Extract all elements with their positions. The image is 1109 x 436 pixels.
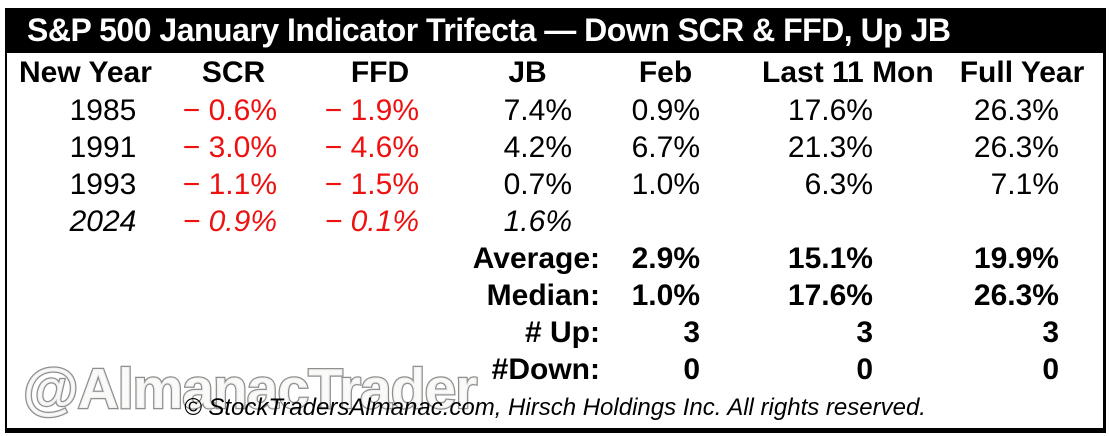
copyright-footer: © StockTradersAlmanac.com, Hirsch Holdin… bbox=[184, 394, 926, 421]
cell-year: 1985 bbox=[69, 94, 137, 127]
cell-full-year: 26.3% bbox=[973, 94, 1059, 127]
cell-year: 2024 bbox=[69, 205, 137, 238]
cell-full-year: 0 bbox=[1042, 353, 1059, 386]
cell-jb: 0.7% bbox=[503, 168, 572, 201]
col-header-feb: Feb bbox=[638, 56, 693, 89]
cell-year: 1991 bbox=[69, 131, 137, 164]
cell-jb: 1.6% bbox=[503, 205, 572, 238]
cell-last-11-mon: 15.1% bbox=[787, 242, 873, 275]
cell-full-year: 19.9% bbox=[973, 242, 1059, 275]
cell-ffd: − 1.9% bbox=[324, 94, 419, 127]
summary-label-median: Median: bbox=[486, 279, 600, 312]
cell-last-11-mon: 17.6% bbox=[787, 94, 873, 127]
col-header-new-year: New Year bbox=[19, 56, 152, 89]
row-1993: 1993 − 1.1% − 1.5% 0.7% 1.0% 6.3% 7.1% bbox=[9, 166, 1097, 203]
col-header-last-11-mon: Last 11 Mon bbox=[762, 56, 934, 89]
col-header-ffd: FFD bbox=[350, 56, 410, 89]
row-1991: 1991 − 3.0% − 4.6% 4.2% 6.7% 21.3% 26.3% bbox=[9, 129, 1097, 166]
summary-label-num-down: #Down: bbox=[491, 353, 600, 386]
cell-year: 1993 bbox=[69, 168, 137, 201]
cell-full-year bbox=[907, 203, 1097, 240]
cell-last-11-mon bbox=[702, 203, 907, 240]
cell-feb: 0.9% bbox=[631, 94, 700, 127]
cell-ffd: − 4.6% bbox=[324, 131, 419, 164]
row-average: Average: 2.9% 15.1% 19.9% bbox=[9, 240, 1097, 277]
cell-feb: 2.9% bbox=[631, 242, 700, 275]
table-content: @AlmanacTrader New Year SCR FFD JB Feb L… bbox=[7, 54, 1103, 434]
col-header-scr: SCR bbox=[201, 56, 266, 89]
row-2024: 2024 − 0.9% − 0.1% 1.6% bbox=[9, 203, 1097, 240]
row-median: Median: 1.0% 17.6% 26.3% bbox=[9, 277, 1097, 314]
row-num-up: # Up: 3 3 3 bbox=[9, 314, 1097, 351]
cell-full-year: 26.3% bbox=[973, 131, 1059, 164]
summary-label-average: Average: bbox=[472, 242, 600, 275]
row-num-down: #Down: 0 0 0 bbox=[9, 351, 1097, 388]
cell-feb: 1.0% bbox=[631, 279, 700, 312]
cell-feb bbox=[574, 203, 702, 240]
cell-feb: 3 bbox=[683, 316, 700, 349]
table-frame: S&P 500 January Indicator Trifecta — Dow… bbox=[5, 8, 1106, 433]
cell-jb: 4.2% bbox=[503, 131, 572, 164]
cell-full-year: 7.1% bbox=[990, 168, 1059, 201]
row-1985: 1985 − 0.6% − 1.9% 7.4% 0.9% 17.6% 26.3% bbox=[9, 92, 1097, 129]
cell-last-11-mon: 21.3% bbox=[787, 131, 873, 164]
cell-last-11-mon: 6.3% bbox=[804, 168, 873, 201]
title-bar: S&P 500 January Indicator Trifecta — Dow… bbox=[7, 8, 1103, 53]
cell-full-year: 3 bbox=[1042, 316, 1059, 349]
page-title: S&P 500 January Indicator Trifecta — Dow… bbox=[27, 12, 951, 48]
cell-last-11-mon: 17.6% bbox=[787, 279, 873, 312]
cell-ffd: − 1.5% bbox=[324, 168, 419, 201]
cell-scr: − 0.9% bbox=[182, 205, 277, 238]
cell-last-11-mon: 0 bbox=[856, 353, 873, 386]
cell-scr: − 1.1% bbox=[182, 168, 277, 201]
cell-ffd: − 0.1% bbox=[324, 205, 419, 238]
cell-feb: 6.7% bbox=[631, 131, 700, 164]
trifecta-table: New Year SCR FFD JB Feb Last 11 Mon Full… bbox=[9, 54, 1097, 388]
cell-jb: 7.4% bbox=[503, 94, 572, 127]
col-header-jb: JB bbox=[508, 56, 547, 89]
cell-scr: − 0.6% bbox=[182, 94, 277, 127]
col-header-full-year: Full Year bbox=[959, 56, 1085, 89]
cell-full-year: 26.3% bbox=[973, 279, 1059, 312]
header-row: New Year SCR FFD JB Feb Last 11 Mon Full… bbox=[9, 54, 1097, 92]
cell-last-11-mon: 3 bbox=[856, 316, 873, 349]
summary-label-num-up: # Up: bbox=[525, 316, 600, 349]
cell-feb: 0 bbox=[683, 353, 700, 386]
cell-scr: − 3.0% bbox=[182, 131, 277, 164]
cell-feb: 1.0% bbox=[631, 168, 700, 201]
